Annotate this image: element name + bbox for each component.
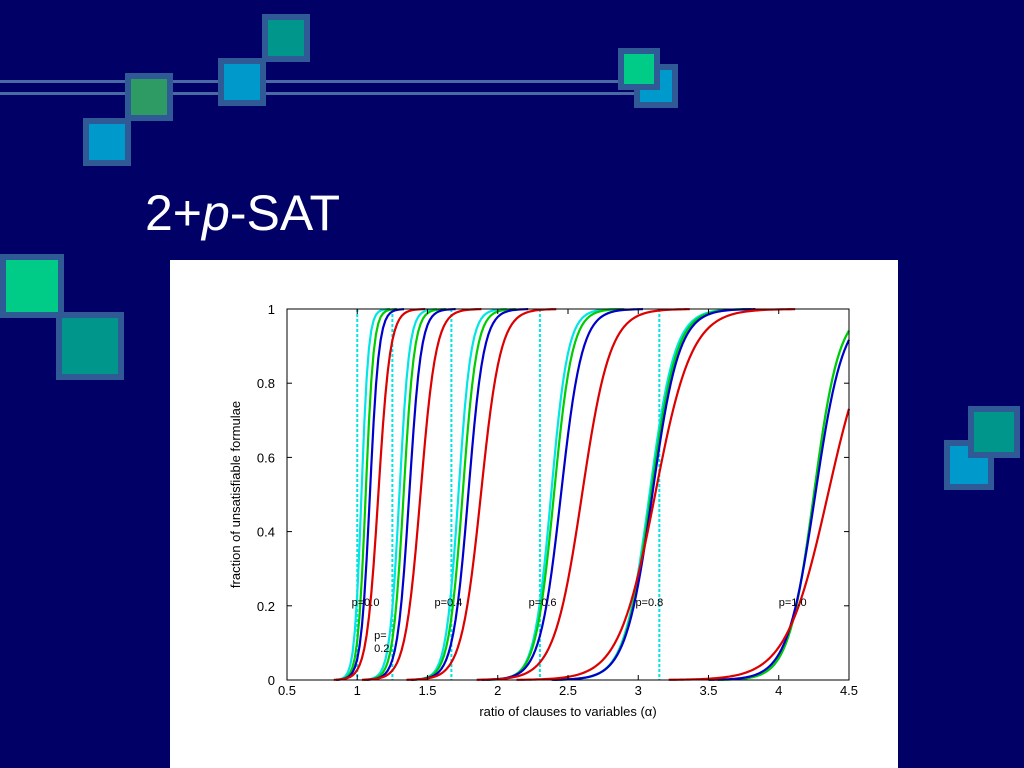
- x-tick-label: 3: [635, 683, 642, 698]
- deco-line-top: [0, 80, 660, 83]
- curve-group-2-series-4: [361, 308, 482, 681]
- curve-group-2-series-1: [364, 308, 437, 681]
- curve-group-4-series-3: [481, 308, 643, 681]
- y-tick-label: 0.6: [257, 450, 275, 465]
- curve-group-5-series-4: [516, 308, 796, 681]
- group-label-5: p=0.8: [635, 597, 663, 609]
- deco-square: [56, 312, 124, 380]
- curve-group-1-series-4: [333, 308, 426, 681]
- curve-group-4-series-1: [488, 308, 618, 681]
- curve-group-6-series-3: [708, 339, 850, 681]
- group-label-4: p=0.6: [529, 597, 557, 609]
- deco-square: [0, 254, 64, 318]
- curve-group-6-series-2: [717, 330, 850, 681]
- group-label-6: p=1.0: [779, 597, 807, 609]
- page-title: 2+p-SAT: [145, 185, 341, 241]
- y-axis-label: fraction of unsatisfiable formulae: [228, 401, 243, 588]
- x-tick-label: 0.5: [278, 683, 296, 698]
- curve-group-2-series-2: [364, 308, 447, 681]
- deco-square: [218, 58, 266, 106]
- curve-group-3-series-1: [411, 308, 508, 681]
- y-tick-label: 0.4: [257, 525, 275, 540]
- curve-group-6-series-4: [668, 408, 851, 681]
- curve-group-3-series-4: [406, 308, 557, 681]
- chart-panel: 0.5 1 1.5 2 2.5 3 3.5 4 4.5 0 0.2 0.4 0.6 0.8 1 p=0.0 p…: [170, 260, 898, 768]
- plot-frame: [286, 308, 850, 681]
- group-label-1: p=0.0: [352, 597, 380, 609]
- deco-line-bottom: [0, 92, 660, 95]
- curve-group-5-series-3: [551, 308, 756, 681]
- curve-group-6-series-1: [717, 330, 850, 681]
- x-tick-label: 2.5: [559, 683, 577, 698]
- x-tick-label: 3.5: [699, 683, 717, 698]
- deco-square: [83, 118, 131, 166]
- x-tick-label: 1: [354, 683, 361, 698]
- x-axis-label: ratio of clauses to variables (α): [479, 704, 656, 719]
- deco-square: [262, 14, 310, 62]
- x-tick-label: 4: [775, 683, 782, 698]
- deco-square: [968, 406, 1020, 458]
- y-tick-label: 0.2: [257, 599, 275, 614]
- curve-group-1-series-1: [336, 308, 391, 681]
- y-tick-label: 1: [268, 302, 275, 317]
- group-label-2: p= 0.2: [374, 630, 389, 655]
- curve-group-2-series-3: [366, 308, 456, 681]
- curve-group-4-series-2: [486, 308, 625, 681]
- group-label-3: p=0.4: [435, 597, 463, 609]
- deco-square: [125, 73, 173, 121]
- deco-square: [618, 48, 660, 90]
- y-tick-label: 0: [268, 673, 275, 688]
- x-tick-label: 1.5: [418, 683, 436, 698]
- x-tick-label: 4.5: [840, 683, 858, 698]
- x-tick-label: 2: [494, 683, 501, 698]
- y-tick-label: 0.8: [257, 376, 275, 391]
- chart: 0.5 1 1.5 2 2.5 3 3.5 4 4.5 0 0.2 0.4 0.6 0.8 1 p=0.0 p…: [228, 302, 858, 719]
- curve-group-4-series-4: [476, 308, 690, 681]
